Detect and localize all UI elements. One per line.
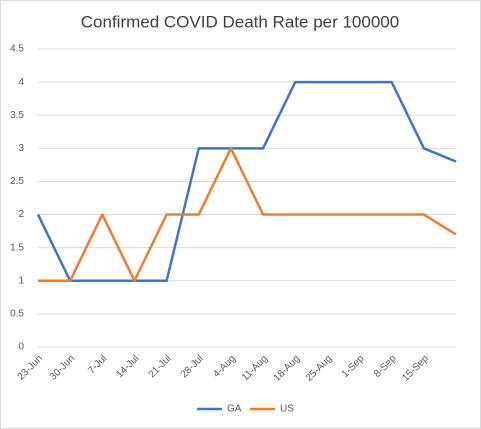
y-tick-label: 3.5	[10, 110, 24, 121]
legend-label: GA	[227, 404, 242, 415]
y-tick-label: 1.5	[10, 242, 24, 253]
y-tick-label: 0.5	[10, 309, 24, 320]
y-tick-label: 4.5	[10, 44, 24, 55]
legend-label: US	[280, 404, 294, 415]
series-line	[38, 147, 457, 283]
y-tick-label: 2.5	[10, 176, 24, 187]
y-tick-label: 4	[18, 77, 24, 88]
y-tick-label: 1	[18, 275, 24, 286]
y-tick-label: 0	[18, 342, 24, 353]
y-tick-label: 2	[18, 209, 24, 220]
y-tick-label: 3	[18, 143, 24, 154]
series-line	[36, 80, 457, 283]
chart-title: Confirmed COVID Death Rate per 100000	[81, 12, 399, 31]
